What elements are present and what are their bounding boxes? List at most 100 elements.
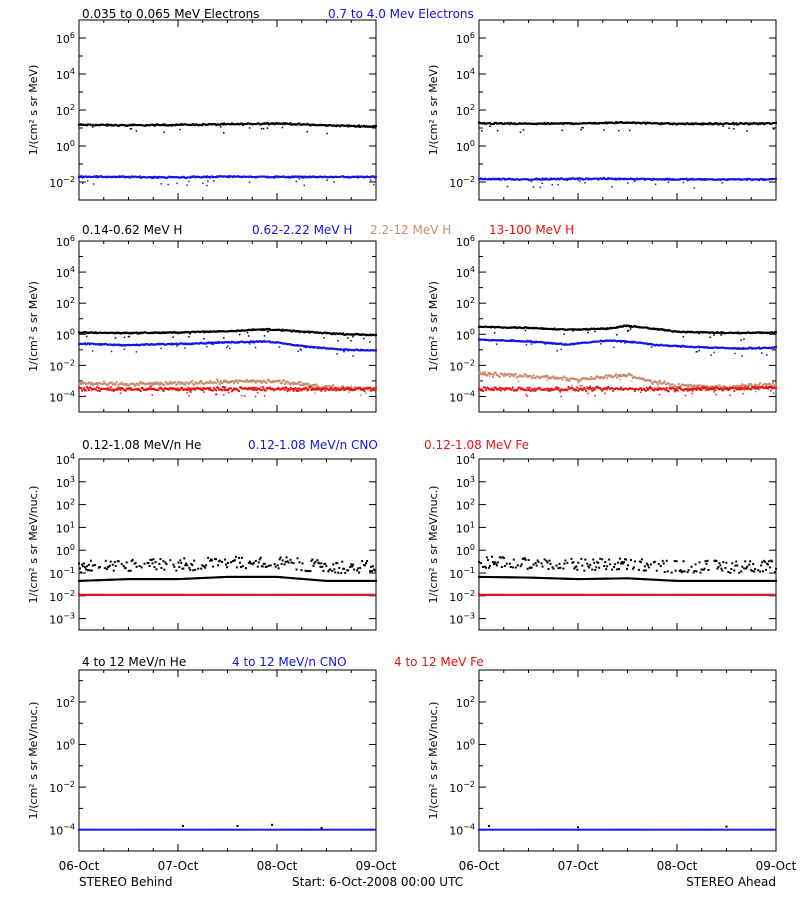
data-point bbox=[701, 389, 703, 391]
data-point bbox=[542, 182, 544, 184]
data-point bbox=[120, 594, 122, 596]
data-point bbox=[368, 594, 370, 596]
data-point bbox=[114, 561, 116, 563]
data-point bbox=[361, 560, 363, 562]
data-point bbox=[299, 594, 301, 596]
data-point bbox=[775, 178, 777, 180]
y-tick-label: 10−2 bbox=[49, 358, 75, 373]
data-point bbox=[498, 389, 500, 391]
data-point bbox=[261, 389, 263, 391]
data-point bbox=[750, 388, 752, 390]
data-point bbox=[634, 390, 636, 392]
data-point bbox=[232, 380, 234, 382]
data-point bbox=[150, 386, 152, 388]
data-point bbox=[172, 336, 174, 338]
data-point bbox=[191, 594, 193, 596]
data-point bbox=[285, 383, 287, 385]
data-point bbox=[207, 557, 209, 559]
data-point bbox=[110, 594, 112, 596]
data-point bbox=[161, 594, 163, 596]
data-point bbox=[520, 131, 522, 133]
y-axis-label: 1/(cm² s sr MeV) bbox=[27, 281, 40, 372]
data-point bbox=[484, 372, 486, 374]
data-point bbox=[179, 129, 181, 131]
data-point bbox=[241, 557, 243, 559]
data-point bbox=[158, 563, 160, 565]
data-point bbox=[267, 127, 269, 129]
data-point bbox=[726, 387, 728, 389]
data-point bbox=[312, 594, 314, 596]
data-point bbox=[157, 389, 159, 391]
data-point bbox=[92, 350, 94, 352]
data-point bbox=[169, 594, 171, 596]
data-point bbox=[743, 388, 745, 390]
data-point bbox=[193, 594, 195, 596]
data-point bbox=[117, 386, 119, 388]
data-point bbox=[235, 594, 237, 596]
data-point bbox=[128, 594, 130, 596]
y-tick-label: 104 bbox=[456, 67, 475, 82]
plot-frame bbox=[79, 459, 376, 630]
data-point bbox=[594, 331, 596, 333]
y-tick-label: 106 bbox=[56, 234, 75, 249]
data-point bbox=[556, 350, 558, 352]
data-point bbox=[90, 594, 92, 596]
data-point bbox=[223, 337, 225, 339]
data-point bbox=[370, 566, 372, 568]
data-point bbox=[219, 560, 221, 562]
data-point bbox=[247, 594, 249, 596]
data-point bbox=[298, 390, 300, 392]
data-point bbox=[375, 392, 377, 394]
data-point bbox=[138, 594, 140, 596]
data-point bbox=[193, 560, 195, 562]
data-point bbox=[309, 386, 311, 388]
data-point bbox=[338, 567, 340, 569]
data-point bbox=[153, 566, 155, 568]
data-point bbox=[495, 372, 497, 374]
data-point bbox=[268, 331, 270, 333]
data-point bbox=[169, 559, 171, 561]
data-point bbox=[197, 594, 199, 596]
data-point bbox=[319, 388, 321, 390]
data-point bbox=[139, 565, 141, 567]
data-point bbox=[87, 180, 89, 182]
data-point bbox=[263, 594, 265, 596]
data-point bbox=[358, 594, 360, 596]
data-point bbox=[109, 565, 111, 567]
data-point bbox=[263, 128, 265, 130]
data-point bbox=[348, 392, 350, 394]
data-point bbox=[560, 349, 562, 351]
data-point bbox=[200, 568, 202, 570]
data-point bbox=[152, 394, 154, 396]
data-point bbox=[334, 387, 336, 389]
data-point bbox=[154, 561, 156, 563]
data-point bbox=[336, 562, 338, 564]
data-point bbox=[184, 347, 186, 349]
data-point bbox=[116, 381, 118, 383]
data-point bbox=[126, 594, 128, 596]
data-point bbox=[619, 379, 621, 381]
data-point bbox=[129, 336, 131, 338]
data-point bbox=[746, 130, 748, 132]
data-point bbox=[186, 564, 188, 566]
data-point bbox=[98, 594, 100, 596]
data-point bbox=[489, 125, 491, 127]
data-point bbox=[185, 594, 187, 596]
data-point bbox=[277, 564, 279, 566]
data-point bbox=[202, 390, 204, 392]
data-point bbox=[179, 559, 181, 561]
data-point bbox=[668, 181, 670, 183]
y-tick-label: 10−1 bbox=[49, 566, 75, 581]
data-point bbox=[82, 594, 84, 596]
data-point bbox=[561, 130, 563, 132]
data-point bbox=[285, 594, 287, 596]
data-point bbox=[683, 336, 685, 338]
data-point bbox=[580, 129, 582, 131]
data-point bbox=[136, 351, 138, 353]
data-point bbox=[112, 594, 114, 596]
data-point bbox=[262, 566, 264, 568]
data-point bbox=[153, 594, 155, 596]
y-tick-label: 106 bbox=[56, 31, 75, 46]
data-point bbox=[176, 345, 178, 347]
data-point bbox=[603, 129, 605, 131]
